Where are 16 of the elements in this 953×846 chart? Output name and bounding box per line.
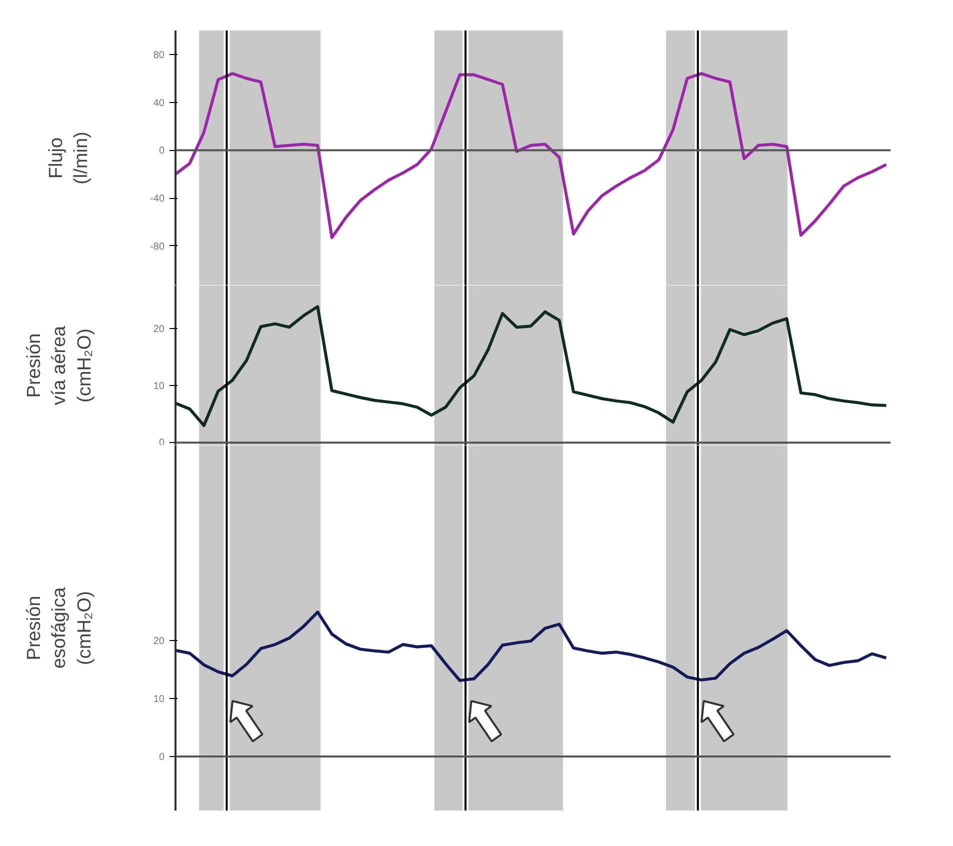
y-tick-label: -80	[150, 241, 165, 252]
y-axis-title: Presión vía aérea (cmH₂O)	[24, 325, 96, 406]
line-series	[176, 610, 888, 682]
y-tick-label: 10	[153, 381, 165, 392]
y-tick-label: 0	[158, 752, 165, 764]
y-tick-label: 20	[153, 636, 165, 647]
y-tick-label: 40	[153, 98, 165, 109]
y-tick-label: 0	[158, 146, 165, 157]
y-axis-title: Presión esofágica (cmH₂O)	[24, 586, 96, 669]
line-series	[176, 72, 888, 240]
y-tick-label: -40	[150, 194, 165, 205]
line-series	[176, 305, 888, 427]
y-tick-label: 80	[153, 50, 165, 61]
y-tick-label: 20	[153, 324, 165, 335]
y-axis-title: Flujo (l/min)	[46, 132, 92, 184]
y-tick-label: 10	[153, 694, 165, 706]
